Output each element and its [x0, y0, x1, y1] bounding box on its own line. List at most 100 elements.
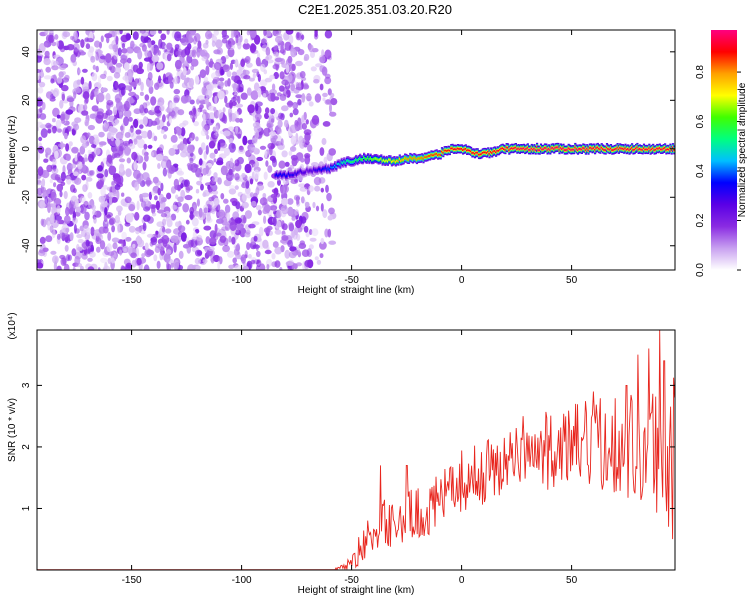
spectrogram-cell [106, 75, 113, 82]
spectrogram-cell [52, 60, 59, 66]
spectrogram-cell [221, 226, 229, 231]
spectrogram-cell [202, 113, 206, 122]
spectrogram-cell [71, 146, 79, 154]
spectrogram-ridge-cell [371, 158, 374, 161]
spectrogram-cell [240, 254, 246, 264]
spectrogram-cell [71, 248, 77, 257]
spectrogram-cell [44, 30, 49, 36]
spectrogram-ridge-cell [512, 147, 515, 150]
spectrogram-ridge-cell [451, 147, 454, 150]
spectrogram-cell [263, 127, 271, 137]
spectrogram-cell [53, 261, 57, 270]
spectrogram-cell [235, 103, 244, 108]
x-tick-label: 0 [459, 275, 465, 286]
spectrogram-cell [133, 138, 138, 145]
spectrogram-cell [84, 157, 88, 162]
spectrogram-cell [225, 40, 232, 50]
spectrogram-ridge-cell [356, 159, 359, 162]
spectrogram-cell [66, 44, 75, 51]
spectrogram-cell [139, 91, 144, 96]
spectrogram-cell [99, 143, 104, 148]
spectrogram-ridge-cell [587, 149, 590, 152]
spectrogram-ridge-cell [314, 169, 317, 171]
spectrogram-cell [180, 182, 184, 189]
spectrogram-cell [90, 170, 95, 175]
spectrogram-cell [213, 158, 217, 163]
spectrogram-ridge-cell [378, 158, 382, 161]
x-tick-label: -100 [232, 275, 252, 286]
spectrogram-cell [206, 84, 213, 90]
spectrogram-cell [160, 129, 165, 134]
spectrogram-cell [290, 48, 297, 58]
spectrogram-ridge-cell [607, 148, 610, 150]
spectrogram-ridge-cell [485, 152, 488, 154]
spectrogram-cell [220, 165, 228, 176]
spectrogram-cell [223, 114, 228, 124]
spectrogram-ridge-cell [662, 147, 665, 150]
spectrogram-ridge-cell [582, 147, 585, 149]
spectrogram-ridge-cell [307, 170, 310, 173]
spectrogram-ridge-cell [539, 147, 543, 149]
spectrogram-ridge-cell [406, 158, 409, 161]
spectrogram-ridge-cell [566, 149, 569, 151]
spectrogram-cell [121, 43, 126, 49]
spectrogram-cell [174, 44, 180, 50]
spectrogram-cell [240, 58, 246, 68]
spectrogram-cell [112, 44, 119, 53]
spectrogram-ridge-cell [641, 149, 644, 151]
x-tick-label: 50 [566, 575, 578, 586]
spectrogram-cell [324, 30, 333, 39]
spectrogram-cell [285, 30, 293, 34]
spectrogram-cell [280, 138, 284, 146]
spectrogram-cell [86, 132, 91, 138]
spectrogram-cell [72, 266, 76, 270]
spectrogram-ridge-cell [536, 146, 539, 149]
spectrogram-ridge-cell [575, 148, 578, 150]
spectrogram-ridge-cell [450, 147, 453, 150]
spectrogram-ridge-cell [499, 148, 502, 151]
spectrogram-ridge-cell [459, 148, 462, 150]
spectrogram-cell [88, 153, 94, 163]
spectrogram-cell [98, 75, 101, 86]
spectrogram-cell [130, 81, 138, 88]
spectrogram-cell [198, 158, 203, 166]
spectrogram-cell [52, 88, 60, 97]
spectrogram-cell [54, 34, 59, 40]
spectrogram-ridge-cell [382, 159, 385, 162]
spectrogram-cell [270, 118, 275, 123]
spectrogram-cell [118, 145, 124, 152]
spectrogram-ridge-cell [316, 169, 319, 172]
spectrogram-ridge-cell [295, 173, 298, 176]
spectrogram-ridge-cell [567, 147, 570, 150]
spectrogram-cell [166, 261, 170, 270]
spectrogram-ridge-cell [388, 158, 391, 161]
spectrogram-cell [234, 111, 240, 119]
spectrogram-ridge-cell [508, 149, 511, 152]
spectrogram-cell [325, 184, 329, 193]
spectrogram-cell [123, 116, 129, 127]
spectrogram-cell [87, 149, 92, 155]
spectrogram-ridge-cell [410, 157, 413, 160]
spectrogram-cell [217, 141, 221, 151]
spectrogram-cell [250, 43, 256, 53]
spectrogram-cell [229, 99, 233, 109]
spectrogram-cell [255, 205, 262, 211]
spectrogram-cell [165, 228, 172, 234]
spectrogram-cell [267, 195, 275, 203]
spectrogram-cell [305, 119, 309, 125]
spectrogram-ridge-cell [594, 148, 597, 151]
spectrogram-cell [162, 114, 166, 123]
spectrogram-cell [314, 93, 322, 103]
spectrogram-cell [72, 188, 77, 194]
spectrogram-ridge-cell [578, 148, 581, 150]
spectrogram-cell [219, 142, 228, 149]
spectrogram-cell [147, 71, 153, 81]
spectrogram-cell [322, 209, 328, 219]
spectrogram-cell [324, 228, 329, 238]
spectrogram-cell [182, 244, 190, 249]
spectrogram-ridge-cell [299, 170, 302, 172]
spectrogram-ridge-cell [384, 160, 387, 163]
spectrogram-cell [330, 92, 335, 98]
spectrogram-cell [306, 95, 312, 102]
spectrogram-cell [249, 30, 257, 39]
